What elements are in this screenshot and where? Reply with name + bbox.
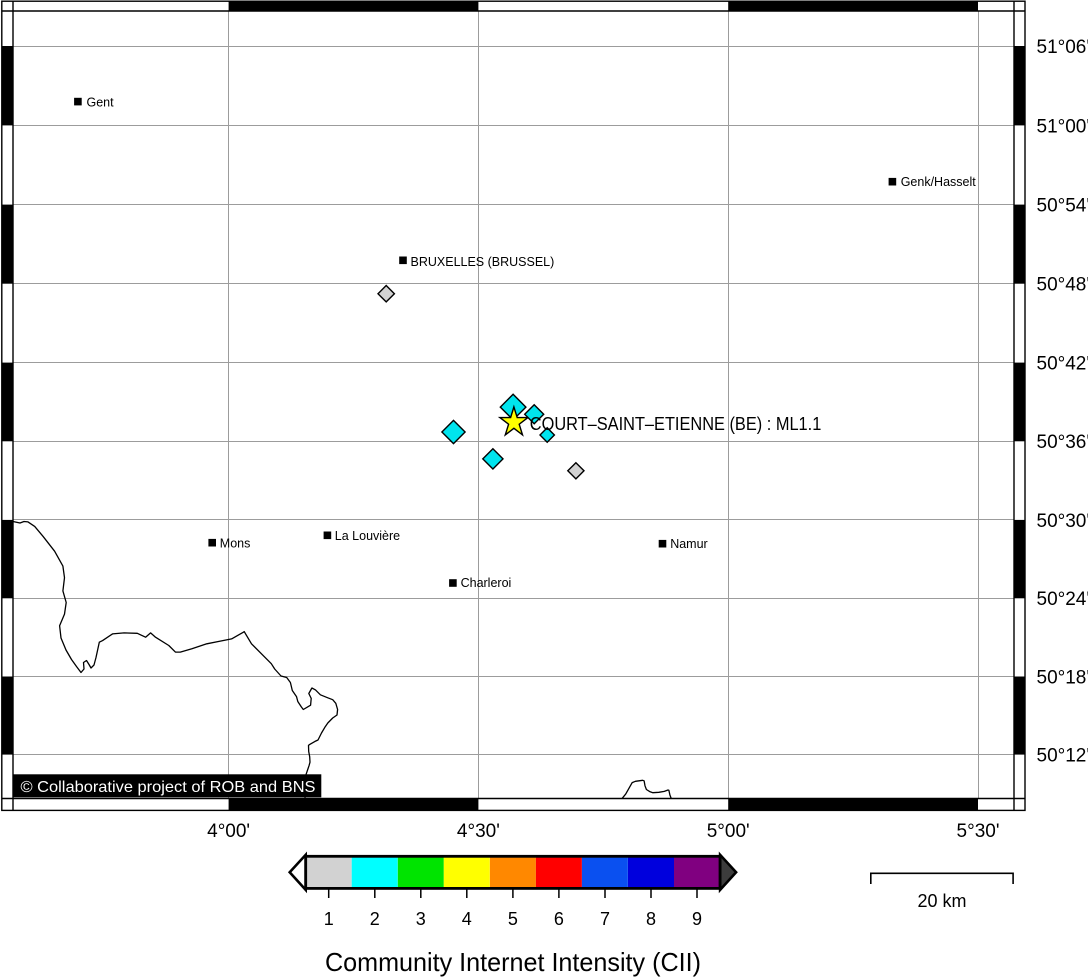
svg-text:9: 9 [692, 909, 702, 929]
svg-text:50°30': 50°30' [1037, 511, 1088, 532]
svg-text:5: 5 [508, 909, 518, 929]
svg-text:BRUXELLES (BRUSSEL): BRUXELLES (BRUSSEL) [411, 255, 555, 269]
svg-text:50°36': 50°36' [1037, 432, 1088, 453]
svg-text:1: 1 [324, 909, 334, 929]
svg-text:7: 7 [600, 909, 610, 929]
svg-text:Namur: Namur [670, 537, 708, 551]
svg-text:6: 6 [554, 909, 564, 929]
svg-text:50°54': 50°54' [1037, 196, 1088, 217]
svg-text:50°42': 50°42' [1037, 354, 1088, 375]
svg-text:5°30': 5°30' [957, 821, 1000, 842]
svg-text:Genk/Hasselt: Genk/Hasselt [901, 175, 977, 189]
svg-text:COURT–SAINT–ETIENNE (BE) : ML1: COURT–SAINT–ETIENNE (BE) : ML1.1 [530, 414, 822, 434]
svg-text:50°18': 50°18' [1037, 667, 1088, 688]
svg-text:50°24': 50°24' [1037, 589, 1088, 610]
svg-text:20 km: 20 km [917, 891, 966, 911]
svg-text:La Louvière: La Louvière [335, 529, 400, 543]
svg-text:Community Internet Intensity (: Community Internet Intensity (CII) [325, 947, 701, 977]
svg-text:© Collaborative project of ROB: © Collaborative project of ROB and BNS [21, 779, 316, 796]
svg-text:50°48': 50°48' [1037, 275, 1088, 296]
svg-text:Charleroi: Charleroi [461, 576, 512, 590]
svg-text:4°00': 4°00' [207, 821, 250, 842]
svg-text:4°30': 4°30' [457, 821, 500, 842]
svg-text:8: 8 [646, 909, 656, 929]
svg-text:4: 4 [462, 909, 472, 929]
svg-text:2: 2 [370, 909, 380, 929]
svg-text:50°12': 50°12' [1037, 746, 1088, 767]
svg-text:Mons: Mons [220, 537, 251, 551]
svg-text:5°00': 5°00' [707, 821, 750, 842]
svg-text:51°00': 51°00' [1037, 116, 1088, 137]
svg-text:3: 3 [416, 909, 426, 929]
svg-text:51°06': 51°06' [1037, 37, 1088, 58]
svg-text:Gent: Gent [87, 96, 115, 110]
